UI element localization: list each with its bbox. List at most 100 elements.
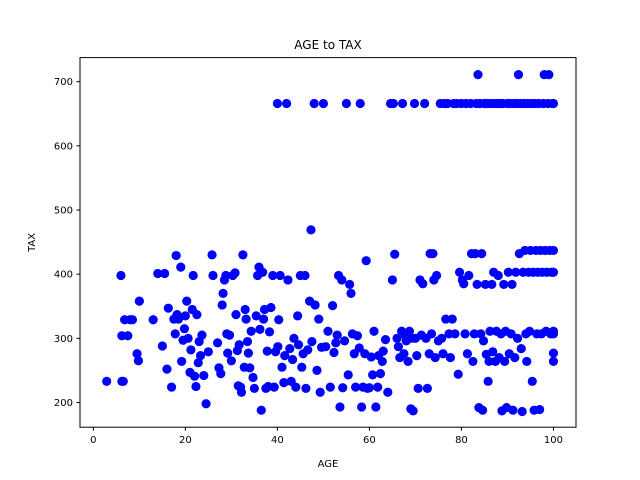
data-point [378, 346, 388, 356]
data-point [171, 250, 181, 261]
data-point [512, 333, 523, 343]
data-point [153, 268, 163, 279]
y-tick-label: 600 [54, 141, 73, 152]
data-point [459, 279, 469, 289]
data-point [262, 346, 272, 356]
data-point [166, 382, 177, 392]
data-point [364, 383, 375, 393]
y-tick-label: 200 [54, 398, 73, 409]
data-point [170, 329, 180, 339]
data-point [535, 404, 545, 415]
data-point [438, 349, 448, 359]
data-point [392, 333, 402, 343]
data-point [102, 376, 112, 386]
data-point [293, 340, 304, 350]
data-point [548, 267, 559, 277]
data-point [301, 383, 311, 393]
data-point [454, 267, 465, 277]
data-point [315, 387, 325, 397]
data-point [437, 333, 447, 343]
data-point [390, 249, 400, 259]
data-point [366, 352, 376, 362]
data-point [218, 288, 228, 299]
data-point [268, 270, 278, 281]
data-point [470, 249, 480, 259]
y-tick-label: 300 [54, 334, 73, 345]
data-point [176, 262, 186, 272]
data-point [157, 341, 167, 351]
data-point [293, 311, 303, 321]
data-point [201, 399, 211, 409]
data-point [544, 70, 554, 80]
data-point [283, 275, 293, 285]
data-point [188, 270, 198, 281]
data-point [418, 279, 428, 289]
data-point [345, 279, 355, 290]
data-point [388, 98, 398, 109]
data-point [329, 347, 339, 358]
data-point [431, 270, 442, 281]
data-point [325, 382, 335, 392]
data-point [507, 279, 517, 290]
data-point [177, 356, 187, 367]
data-point [485, 326, 495, 336]
data-point [199, 370, 209, 381]
data-point [478, 336, 489, 346]
data-point [289, 333, 299, 343]
data-point [408, 406, 418, 416]
data-point [191, 381, 201, 392]
data-point [160, 268, 170, 279]
data-point [197, 330, 207, 340]
data-point [223, 348, 233, 358]
data-point [134, 296, 144, 306]
data-point [480, 279, 490, 290]
data-point [460, 329, 470, 339]
data-point [258, 267, 268, 277]
data-point [503, 267, 513, 277]
data-point [328, 301, 338, 311]
data-point [249, 383, 259, 393]
data-point [493, 270, 503, 281]
data-point [256, 405, 266, 415]
data-point [513, 70, 524, 80]
data-point [445, 352, 455, 363]
data-point [285, 344, 295, 354]
data-point [548, 329, 559, 339]
data-point [242, 336, 253, 347]
data-point [207, 250, 217, 260]
data-point [230, 268, 240, 278]
data-point [453, 369, 463, 379]
data-point [484, 356, 494, 367]
data-point [516, 344, 526, 354]
y-tick-label: 700 [54, 77, 73, 88]
data-point [331, 338, 341, 348]
data-point [269, 382, 279, 392]
data-point [373, 382, 383, 392]
chart-title: AGE to TAX [294, 38, 361, 52]
data-point [413, 383, 423, 393]
data-point [241, 314, 251, 324]
data-point [361, 256, 371, 266]
data-point [404, 326, 415, 336]
data-point [314, 314, 324, 324]
plot-area [80, 57, 576, 428]
data-point [387, 275, 398, 285]
data-point [488, 347, 498, 357]
data-point [399, 349, 409, 359]
data-point [193, 358, 203, 368]
data-point [231, 309, 241, 320]
data-point [377, 356, 387, 367]
y-tick-label: 500 [54, 205, 73, 216]
data-point [287, 354, 298, 365]
data-point [221, 270, 231, 281]
data-point [173, 314, 184, 324]
data-point [258, 314, 269, 324]
data-point [226, 356, 236, 366]
x-tick-label: 20 [179, 435, 192, 446]
data-point [476, 329, 486, 339]
data-point [352, 331, 363, 341]
data-point [318, 98, 328, 109]
data-point [297, 362, 307, 372]
data-point [346, 288, 356, 299]
